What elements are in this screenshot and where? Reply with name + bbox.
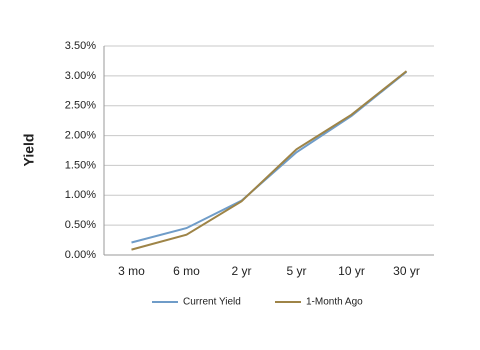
x-tick-label: 2 yr: [231, 264, 251, 278]
legend-label: 1-Month Ago: [306, 297, 363, 308]
legend-label: Current Yield: [183, 297, 241, 308]
y-tick-label: 1.50%: [65, 159, 96, 171]
x-tick-label: 6 mo: [173, 264, 200, 278]
series-line: [131, 70, 408, 251]
x-tick-label: 3 mo: [118, 264, 145, 278]
y-tick-label: 0.00%: [65, 249, 96, 261]
y-tick-label: 2.00%: [65, 129, 96, 141]
series-line: [131, 70, 408, 244]
y-axis-label: Yield: [21, 134, 37, 167]
y-tick-label: 3.00%: [65, 70, 96, 82]
x-tick-label: 10 yr: [338, 264, 365, 278]
y-tick-label: 1.00%: [65, 189, 96, 201]
x-tick-label: 30 yr: [393, 264, 420, 278]
y-tick-label: 3.50%: [65, 40, 96, 52]
y-tick-label: 0.50%: [65, 219, 96, 231]
y-tick-label: 2.50%: [65, 100, 96, 112]
x-tick-label: 5 yr: [286, 264, 306, 278]
